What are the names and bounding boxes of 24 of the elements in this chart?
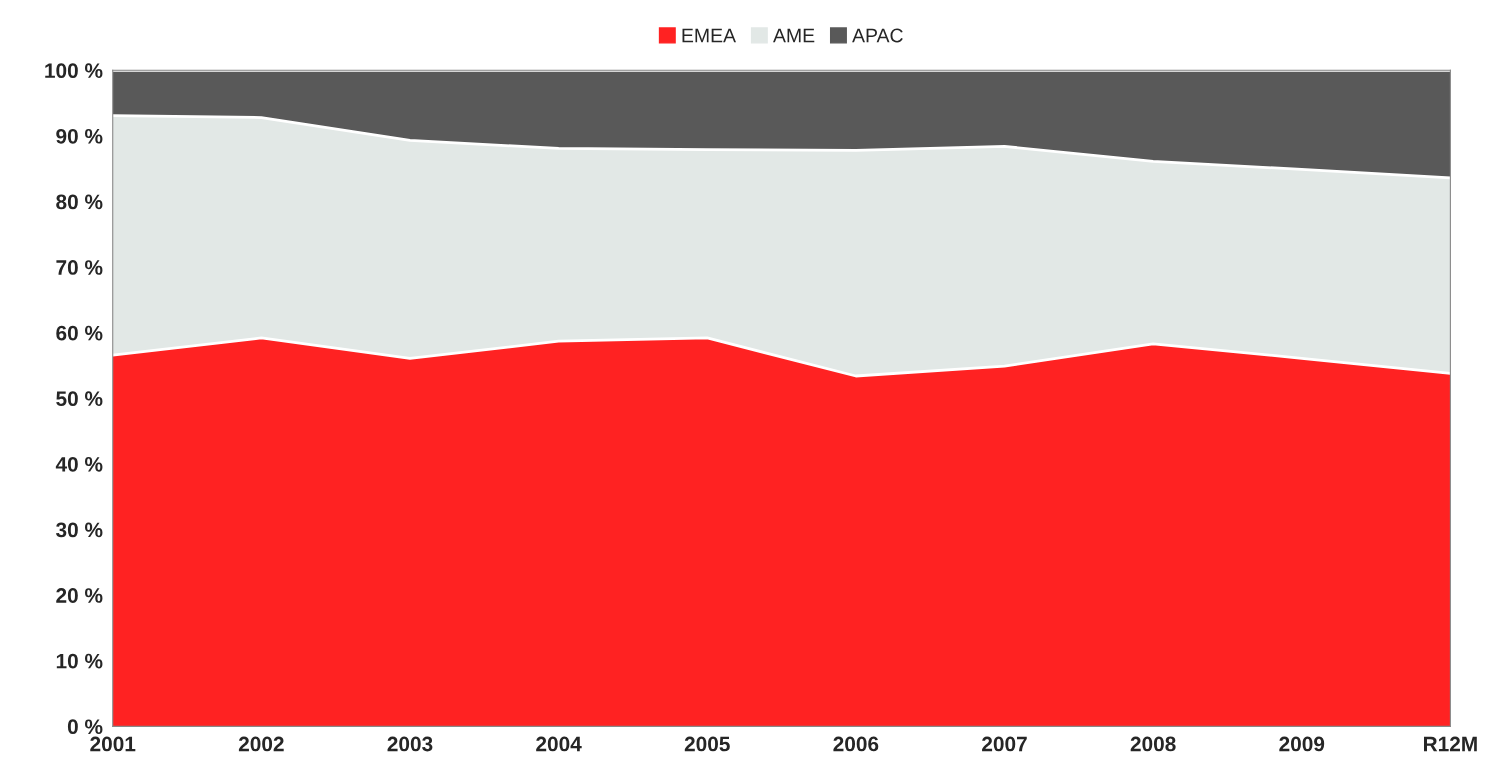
x-tick-label: 2003 bbox=[387, 736, 433, 752]
y-tick-label: 50 % bbox=[56, 391, 103, 407]
x-tick-label: R12M bbox=[1424, 736, 1477, 752]
y-tick-label: 40 % bbox=[55, 456, 103, 472]
x-tick-label: 2007 bbox=[982, 736, 1027, 752]
x-tick-label: 2001 bbox=[90, 736, 136, 752]
y-tick-label: 80 % bbox=[56, 194, 103, 210]
y-tick-label: 10 % bbox=[56, 653, 103, 669]
y-tick-label: 60 % bbox=[56, 325, 103, 341]
x-tick-label: 2008 bbox=[1130, 736, 1176, 752]
legend-label: EMEA bbox=[682, 28, 736, 43]
y-tick-label: 70 % bbox=[56, 260, 103, 275]
y-tick-label: 0 % bbox=[67, 719, 103, 735]
x-tick-label: 2005 bbox=[684, 736, 730, 752]
legend-label: AME bbox=[773, 28, 815, 43]
x-tick-label: 2006 bbox=[833, 736, 879, 752]
x-tick-label: 2004 bbox=[536, 736, 582, 752]
y-tick-label: 20 % bbox=[56, 588, 103, 603]
legend-label: APAC bbox=[852, 28, 903, 43]
x-tick-label: 2009 bbox=[1279, 736, 1325, 752]
y-tick-label: 30 % bbox=[56, 522, 103, 538]
x-tick-label: 2002 bbox=[238, 736, 284, 752]
y-tick-label: 90 % bbox=[56, 128, 103, 144]
y-tick-label: 100 % bbox=[45, 63, 103, 79]
